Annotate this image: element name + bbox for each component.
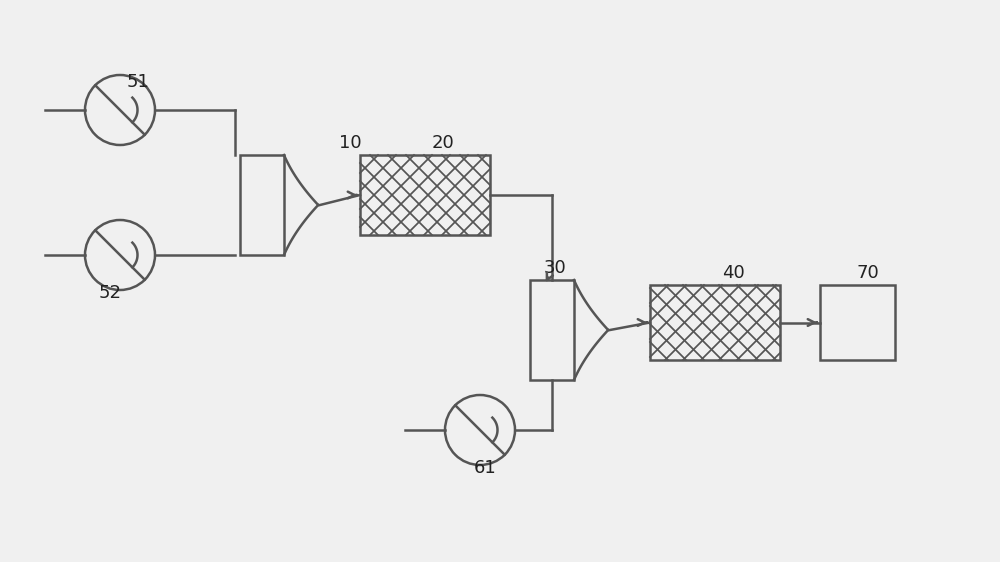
Text: 30: 30 bbox=[544, 259, 566, 277]
Text: 52: 52 bbox=[98, 284, 122, 302]
Text: 10: 10 bbox=[339, 134, 361, 152]
Bar bbox=[650, 285, 780, 360]
Text: 61: 61 bbox=[474, 459, 496, 477]
Text: 70: 70 bbox=[856, 264, 879, 282]
Bar bbox=[240, 155, 284, 255]
Text: 51: 51 bbox=[127, 73, 149, 91]
Text: 20: 20 bbox=[432, 134, 454, 152]
Text: 40: 40 bbox=[722, 264, 744, 282]
Bar bbox=[530, 280, 574, 380]
Bar bbox=[360, 155, 490, 235]
Bar bbox=[820, 285, 895, 360]
